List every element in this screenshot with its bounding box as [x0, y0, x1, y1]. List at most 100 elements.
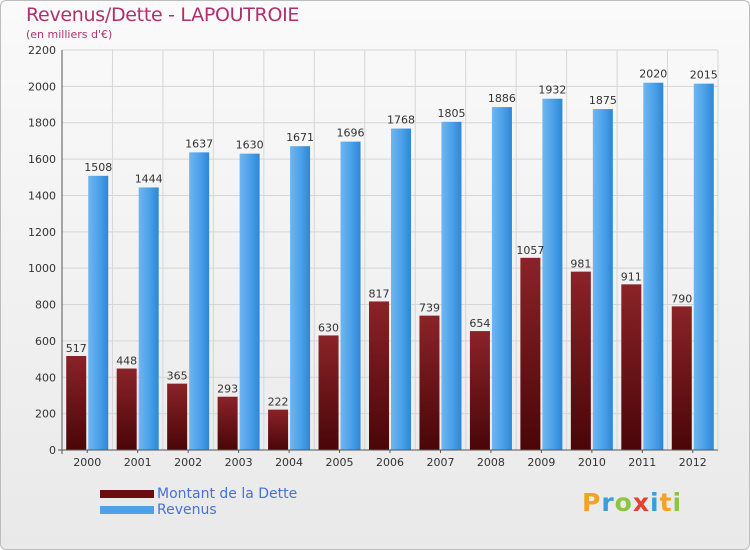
y-tick-label: 2200	[28, 44, 56, 57]
x-tick-label: 2000	[73, 456, 101, 469]
logo-letter: x	[632, 488, 650, 517]
labels: 517 1508 448 1444 365 1637 293 1630 222 1671 630 16…	[66, 68, 718, 409]
debt-value-label: 817	[369, 287, 390, 300]
debt-bar	[520, 257, 541, 450]
debt-bar	[671, 306, 692, 450]
y-tick-label: 1200	[28, 226, 56, 239]
revenue-bar	[643, 82, 664, 451]
y-tick-label: 1000	[28, 262, 56, 275]
y-tick-label: 0	[49, 444, 56, 457]
x-tick-label: 2006	[376, 456, 404, 469]
logo-letter: P	[582, 488, 602, 517]
debt-bar	[217, 396, 238, 450]
legend-swatch-debt	[100, 490, 154, 498]
revenue-bar	[290, 146, 311, 450]
debt-value-label: 222	[268, 396, 289, 409]
revenue-value-label: 1886	[488, 92, 516, 105]
y-tick-label: 200	[35, 408, 56, 421]
x-tick-label: 2007	[426, 456, 454, 469]
debt-value-label: 911	[621, 270, 642, 283]
x-tick-label: 2003	[225, 456, 253, 469]
debt-value-label: 739	[419, 302, 440, 315]
debt-bar	[469, 331, 490, 450]
logo-letter: r	[601, 488, 615, 517]
y-tick-label: 400	[35, 371, 56, 384]
legend-swatch-revenue	[100, 506, 154, 514]
debt-value-label: 448	[116, 355, 137, 368]
revenue-value-label: 1508	[84, 161, 112, 174]
revenue-bar	[693, 83, 714, 451]
debt-value-label: 630	[318, 321, 339, 334]
x-tick-label: 2001	[124, 456, 152, 469]
revenue-value-label: 1805	[437, 107, 465, 120]
debt-bar	[621, 284, 642, 450]
revenue-value-label: 1637	[185, 137, 213, 150]
x-tick-label: 2008	[477, 456, 505, 469]
legend-label-debt: Montant de la Dette	[157, 486, 298, 502]
x-tick-label: 2004	[275, 456, 303, 469]
revenue-bar	[542, 98, 563, 451]
debt-bar	[268, 409, 289, 450]
y-tick-label: 1600	[28, 153, 56, 166]
legend-label-revenue: Revenus	[157, 502, 217, 518]
revenue-bar	[239, 153, 260, 451]
x-tick-label: 2010	[578, 456, 606, 469]
axes: 0 200 400 600 800 1000 1200 1400 1600 1800 2000 220…	[28, 44, 718, 469]
debt-value-label: 981	[570, 258, 591, 271]
y-tick-label: 2000	[28, 80, 56, 93]
legend-item-revenue: Revenus	[100, 502, 297, 518]
revenue-value-label: 1696	[337, 127, 365, 140]
debt-value-label: 365	[167, 370, 188, 383]
debt-value-label: 293	[217, 383, 238, 396]
debt-value-label: 1057	[516, 244, 544, 257]
debt-value-label: 517	[66, 342, 87, 355]
y-tick-label: 1400	[28, 189, 56, 202]
revenue-value-label: 1932	[538, 84, 566, 97]
revenue-value-label: 1630	[236, 139, 264, 152]
logo-letter: i	[650, 488, 660, 517]
revenue-value-label: 1768	[387, 114, 415, 127]
legend: Montant de la Dette Revenus	[100, 486, 297, 518]
gridlines	[61, 49, 719, 450]
revenue-value-label: 1875	[589, 94, 617, 107]
logo-letter: o	[614, 488, 633, 517]
debt-bar	[318, 335, 339, 450]
revenue-value-label: 1671	[286, 131, 314, 144]
revenue-value-label: 2015	[690, 69, 718, 82]
y-tick-label: 600	[35, 335, 56, 348]
logo-letter: i	[672, 488, 683, 517]
debt-bar	[419, 315, 440, 450]
x-tick-label: 2002	[174, 456, 202, 469]
x-tick-label: 2011	[628, 456, 656, 469]
legend-item-debt: Montant de la Dette	[100, 486, 297, 502]
x-tick-label: 2012	[679, 456, 707, 469]
revenue-bar	[391, 128, 411, 450]
x-tick-label: 2005	[326, 456, 354, 469]
chart-title: Revenus/Dette - LAPOUTROIE	[26, 4, 300, 26]
debt-bar	[66, 356, 87, 450]
logo-letter: t	[659, 488, 673, 517]
chart-subtitle: (en milliers d'€)	[26, 28, 113, 41]
revenue-value-label: 1444	[135, 172, 163, 185]
debt-value-label: 654	[469, 317, 490, 330]
revenue-bar	[340, 141, 361, 451]
revenue-bar	[592, 109, 613, 450]
bars	[66, 82, 714, 451]
revenue-bar	[189, 152, 210, 450]
y-tick-label: 800	[35, 299, 56, 312]
revenue-value-label: 2020	[639, 68, 667, 81]
debt-value-label: 790	[671, 292, 692, 305]
debt-bar	[116, 368, 137, 450]
debt-bar	[167, 383, 188, 450]
revenue-bar	[138, 187, 159, 451]
proxiti-logo: Proxiti	[582, 488, 682, 517]
y-tick-label: 1800	[28, 117, 56, 130]
revenue-bar	[491, 107, 512, 450]
debt-bar	[369, 301, 389, 450]
revenue-bar	[441, 121, 462, 451]
debt-bar	[570, 271, 591, 450]
revenue-bar	[88, 175, 109, 450]
x-tick-label: 2009	[527, 456, 555, 469]
